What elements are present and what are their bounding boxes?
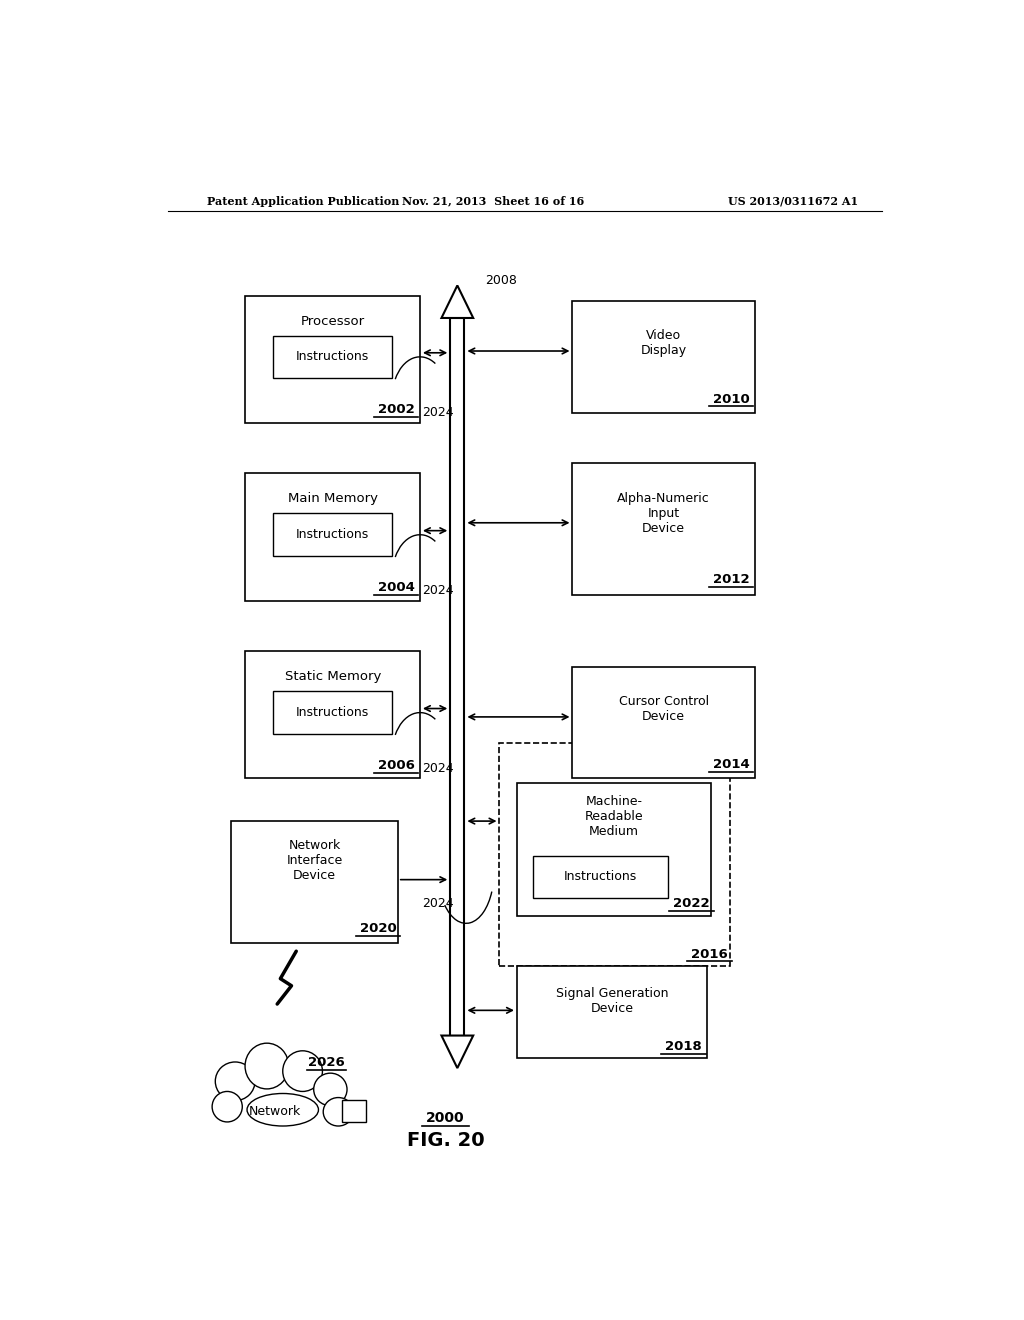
Text: Processor: Processor [301,314,365,327]
Bar [246,296,420,422]
Text: 2002: 2002 [378,404,415,416]
Ellipse shape [324,1097,353,1126]
Bar [273,513,392,556]
Text: 2016: 2016 [691,948,728,961]
Text: Signal Generation
Device: Signal Generation Device [556,987,669,1015]
Text: Patent Application Publication: Patent Application Publication [207,195,399,207]
Bar [246,474,420,601]
Bar [572,463,755,595]
Text: 2024: 2024 [422,583,454,597]
Polygon shape [441,285,473,318]
Text: 2014: 2014 [713,759,750,771]
Text: Alpha-Numeric
Input
Device: Alpha-Numeric Input Device [617,492,710,535]
Bar [572,667,755,779]
Text: Instructions: Instructions [296,350,370,363]
Ellipse shape [215,1063,255,1101]
Text: US 2013/0311672 A1: US 2013/0311672 A1 [728,195,858,207]
Text: 2024: 2024 [422,898,454,911]
Text: 2024: 2024 [422,762,454,775]
Text: Network
Interface
Device: Network Interface Device [287,838,343,882]
Text: 2022: 2022 [673,896,710,909]
Text: 2026: 2026 [308,1056,345,1069]
Text: FIG. 20: FIG. 20 [407,1131,484,1150]
Bar [273,335,392,379]
Ellipse shape [247,1093,318,1126]
Ellipse shape [245,1043,289,1089]
Text: Video
Display: Video Display [641,329,687,358]
Text: Instructions: Instructions [296,706,370,719]
Text: 2000: 2000 [426,1111,465,1125]
Bar [273,692,392,734]
Bar [517,966,708,1057]
Bar [451,318,465,1036]
Text: Instructions: Instructions [296,528,370,541]
Text: 2012: 2012 [713,573,750,586]
Text: 2018: 2018 [666,1040,701,1053]
Text: Main Memory: Main Memory [288,492,378,506]
Text: 2010: 2010 [713,392,750,405]
Text: Machine-
Readable
Medium: Machine- Readable Medium [585,795,643,838]
Text: Nov. 21, 2013  Sheet 16 of 16: Nov. 21, 2013 Sheet 16 of 16 [402,195,584,207]
Text: Cursor Control
Device: Cursor Control Device [618,696,709,723]
Text: Static Memory: Static Memory [285,671,381,684]
Ellipse shape [283,1051,323,1092]
Polygon shape [441,1036,473,1068]
Text: 2006: 2006 [378,759,415,772]
Ellipse shape [313,1073,347,1106]
Bar [342,1100,367,1122]
Bar [231,821,397,942]
Bar [532,855,668,899]
Text: 2004: 2004 [378,581,415,594]
Bar [572,301,755,412]
Text: Network: Network [249,1105,301,1118]
Text: 2008: 2008 [485,273,517,286]
Bar [500,743,729,966]
Text: Instructions: Instructions [563,870,637,883]
Ellipse shape [212,1092,243,1122]
Bar [517,784,712,916]
Text: 2020: 2020 [359,921,396,935]
Bar [246,651,420,779]
Text: 2024: 2024 [422,407,454,418]
